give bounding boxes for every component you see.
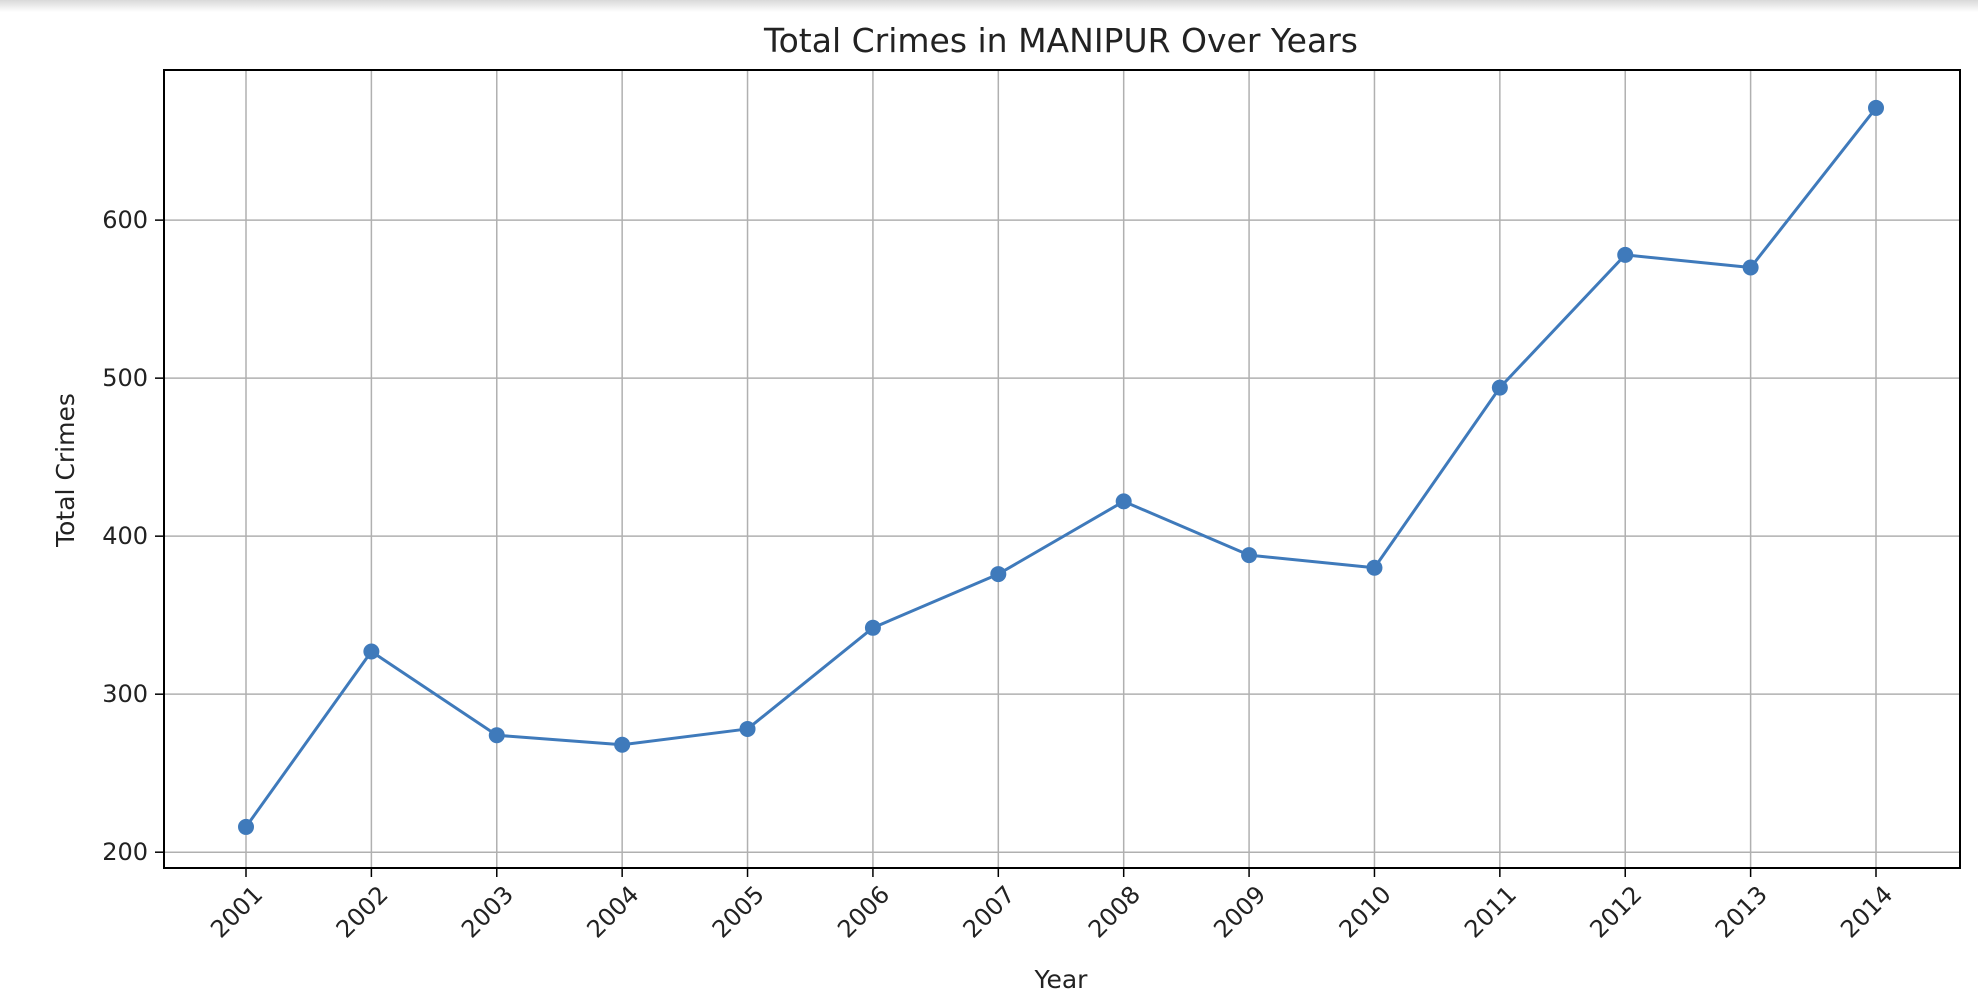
y-axis-title: Total Crimes (51, 393, 80, 548)
data-point (739, 720, 756, 737)
y-axis-ticks: 200 300 400 500 600 (102, 206, 164, 866)
series-line (244, 106, 1878, 828)
data-point (238, 818, 254, 835)
data-point (864, 619, 881, 636)
data-point (1241, 547, 1258, 564)
x-tick-label: 2002 (331, 880, 394, 943)
x-tick-label: 2012 (1584, 880, 1647, 943)
data-point (1366, 559, 1383, 576)
x-tick-label: 2013 (1710, 880, 1773, 943)
x-tick-label: 2009 (1208, 880, 1271, 943)
window-top-shadow (0, 0, 1978, 12)
data-point (1115, 493, 1132, 510)
x-tick-label: 2003 (456, 880, 519, 943)
x-tick-label: 2010 (1334, 880, 1397, 943)
y-tick-label: 300 (102, 680, 148, 708)
data-series (238, 99, 1884, 835)
data-point (363, 643, 380, 660)
x-tick-label: 2001 (205, 880, 268, 943)
x-tick-label: 2006 (832, 880, 895, 943)
x-axis-title: Year (1034, 965, 1089, 994)
y-tick-label: 600 (102, 206, 148, 234)
grid-lines (164, 70, 1960, 868)
plot-frame (163, 69, 1961, 869)
x-tick-label: 2004 (581, 880, 644, 943)
x-tick-label: 2005 (707, 880, 770, 943)
x-tick-label: 2011 (1459, 880, 1522, 943)
data-point (1742, 259, 1759, 276)
x-axis-ticks: 2001 2002 2003 2004 2005 2006 2007 2008 2009 2010… (205, 868, 1898, 943)
x-tick-label: 2007 (958, 880, 1021, 943)
data-point (1491, 379, 1508, 396)
data-point (1617, 246, 1634, 263)
y-tick-label: 500 (102, 364, 148, 392)
data-point (1868, 99, 1884, 116)
chart-title: Total Crimes in MANIPUR Over Years (763, 21, 1358, 60)
plot-border (163, 69, 1961, 869)
x-tick-label: 2014 (1835, 880, 1898, 943)
data-point (614, 736, 631, 753)
data-point (488, 727, 505, 744)
y-tick-label: 200 (102, 838, 148, 866)
y-tick-label: 400 (102, 522, 148, 550)
data-point (990, 566, 1007, 583)
x-tick-label: 2008 (1083, 880, 1146, 943)
